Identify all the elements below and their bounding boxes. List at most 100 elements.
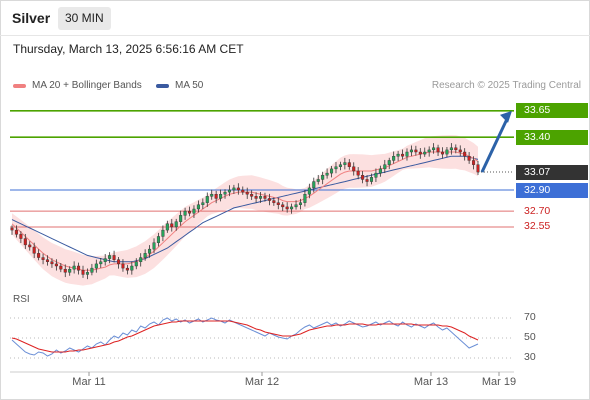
legend-ma50-label: MA 50 bbox=[175, 80, 204, 91]
candle-body bbox=[241, 189, 245, 193]
candle-body bbox=[458, 149, 462, 153]
candle-body bbox=[440, 151, 445, 155]
candle-body bbox=[338, 164, 342, 167]
candle-body bbox=[59, 265, 63, 270]
candle-body bbox=[387, 160, 391, 165]
candle-body bbox=[356, 170, 360, 176]
rsi-tick-30: 30 bbox=[524, 351, 536, 363]
candle-body bbox=[472, 160, 476, 165]
candle-body bbox=[449, 147, 453, 151]
candle-body bbox=[276, 202, 280, 205]
x-tick-label: Mar 11 bbox=[72, 376, 106, 388]
candle-body bbox=[418, 151, 422, 155]
candle-body bbox=[223, 191, 227, 195]
legend-ma50: MA 50 bbox=[156, 80, 203, 91]
ma20-line bbox=[11, 151, 479, 271]
candle-body bbox=[37, 253, 41, 258]
ma50-line bbox=[11, 155, 479, 263]
candle-body bbox=[81, 270, 85, 275]
candle-body bbox=[196, 204, 200, 210]
bollinger-band bbox=[12, 135, 478, 286]
candle-body bbox=[214, 194, 218, 199]
chart-datetime: Thursday, March 13, 2025 6:56:16 AM CET bbox=[13, 42, 244, 56]
candle-body bbox=[45, 259, 50, 262]
candle-body bbox=[365, 179, 369, 182]
candle-body bbox=[170, 223, 174, 228]
candle-body bbox=[174, 221, 178, 228]
candle-body bbox=[68, 268, 72, 273]
candle-body bbox=[263, 196, 267, 199]
candle-body bbox=[108, 255, 112, 259]
price-label-32-70: 32.70 bbox=[524, 204, 551, 217]
candle-body bbox=[401, 153, 405, 157]
candle-body bbox=[432, 147, 436, 151]
candle-body bbox=[294, 204, 298, 208]
candle-body bbox=[143, 253, 147, 258]
candle-body bbox=[378, 168, 382, 174]
candle-body bbox=[343, 162, 347, 165]
candle-body bbox=[63, 268, 67, 273]
candle-body bbox=[121, 263, 125, 269]
top-bar: Silver 30 MIN bbox=[0, 0, 590, 36]
candle-body bbox=[303, 194, 307, 203]
candle-body bbox=[205, 196, 209, 203]
timeframe-badge[interactable]: 30 MIN bbox=[58, 7, 111, 30]
candle-body bbox=[454, 147, 458, 151]
legend-9ma: 9MA bbox=[62, 294, 83, 305]
candle-body bbox=[476, 164, 480, 173]
candle-body bbox=[298, 202, 302, 205]
candle-body bbox=[32, 246, 36, 254]
candle-body bbox=[77, 265, 81, 271]
candle-body bbox=[227, 189, 231, 193]
candle-body bbox=[267, 198, 271, 201]
candle-body bbox=[259, 196, 263, 199]
ma50-swatch bbox=[156, 83, 169, 88]
candle-body bbox=[250, 194, 254, 197]
price-label-32-90: 32.90 bbox=[516, 182, 588, 198]
x-tick-label: Mar 13 bbox=[413, 376, 449, 388]
candle-body bbox=[347, 162, 351, 167]
candle-body bbox=[201, 202, 205, 205]
rsi-tick-70: 70 bbox=[524, 311, 536, 323]
candle-body bbox=[272, 200, 276, 203]
rsi-9ma-line bbox=[11, 320, 479, 353]
candle-body bbox=[183, 210, 187, 216]
candle-body bbox=[232, 187, 236, 191]
candle-body bbox=[134, 261, 138, 267]
candle-body bbox=[192, 208, 196, 214]
candle-body bbox=[94, 263, 98, 269]
rsi-tick-50: 50 bbox=[524, 331, 536, 343]
candle-body bbox=[281, 204, 285, 208]
price-label-33-07: 33.07 bbox=[516, 164, 588, 180]
candle-body bbox=[463, 151, 467, 157]
candle-body bbox=[405, 151, 409, 157]
ma20-swatch bbox=[13, 83, 26, 88]
candle-body bbox=[72, 265, 76, 270]
x-tick-label: Mar 19 bbox=[481, 376, 517, 388]
legend-9ma-label: 9MA bbox=[62, 294, 83, 305]
candle-body bbox=[409, 149, 413, 153]
candle-body bbox=[361, 175, 365, 180]
candle-body bbox=[219, 194, 223, 199]
candle-body bbox=[312, 181, 316, 189]
candle-body bbox=[41, 257, 45, 260]
candle-body bbox=[392, 156, 396, 161]
candle-body bbox=[85, 272, 89, 275]
candle-body bbox=[156, 236, 160, 243]
price-label-33-40: 33.40 bbox=[516, 129, 588, 145]
legend-rsi: RSI bbox=[13, 294, 30, 305]
candle-body bbox=[321, 175, 325, 180]
x-tick-label: Mar 12 bbox=[244, 376, 280, 388]
candle-body bbox=[165, 223, 169, 231]
candle-body bbox=[374, 172, 378, 178]
candle-body bbox=[50, 261, 54, 265]
legend-rsi-label: RSI bbox=[13, 294, 30, 305]
candle-body bbox=[467, 156, 471, 161]
candle-body bbox=[423, 151, 427, 155]
candle-body bbox=[148, 248, 152, 254]
legend-ma20-label: MA 20 + Bollinger Bands bbox=[32, 80, 142, 91]
candle-body bbox=[436, 147, 440, 153]
candle-body bbox=[352, 166, 356, 172]
candle-body bbox=[254, 196, 258, 199]
